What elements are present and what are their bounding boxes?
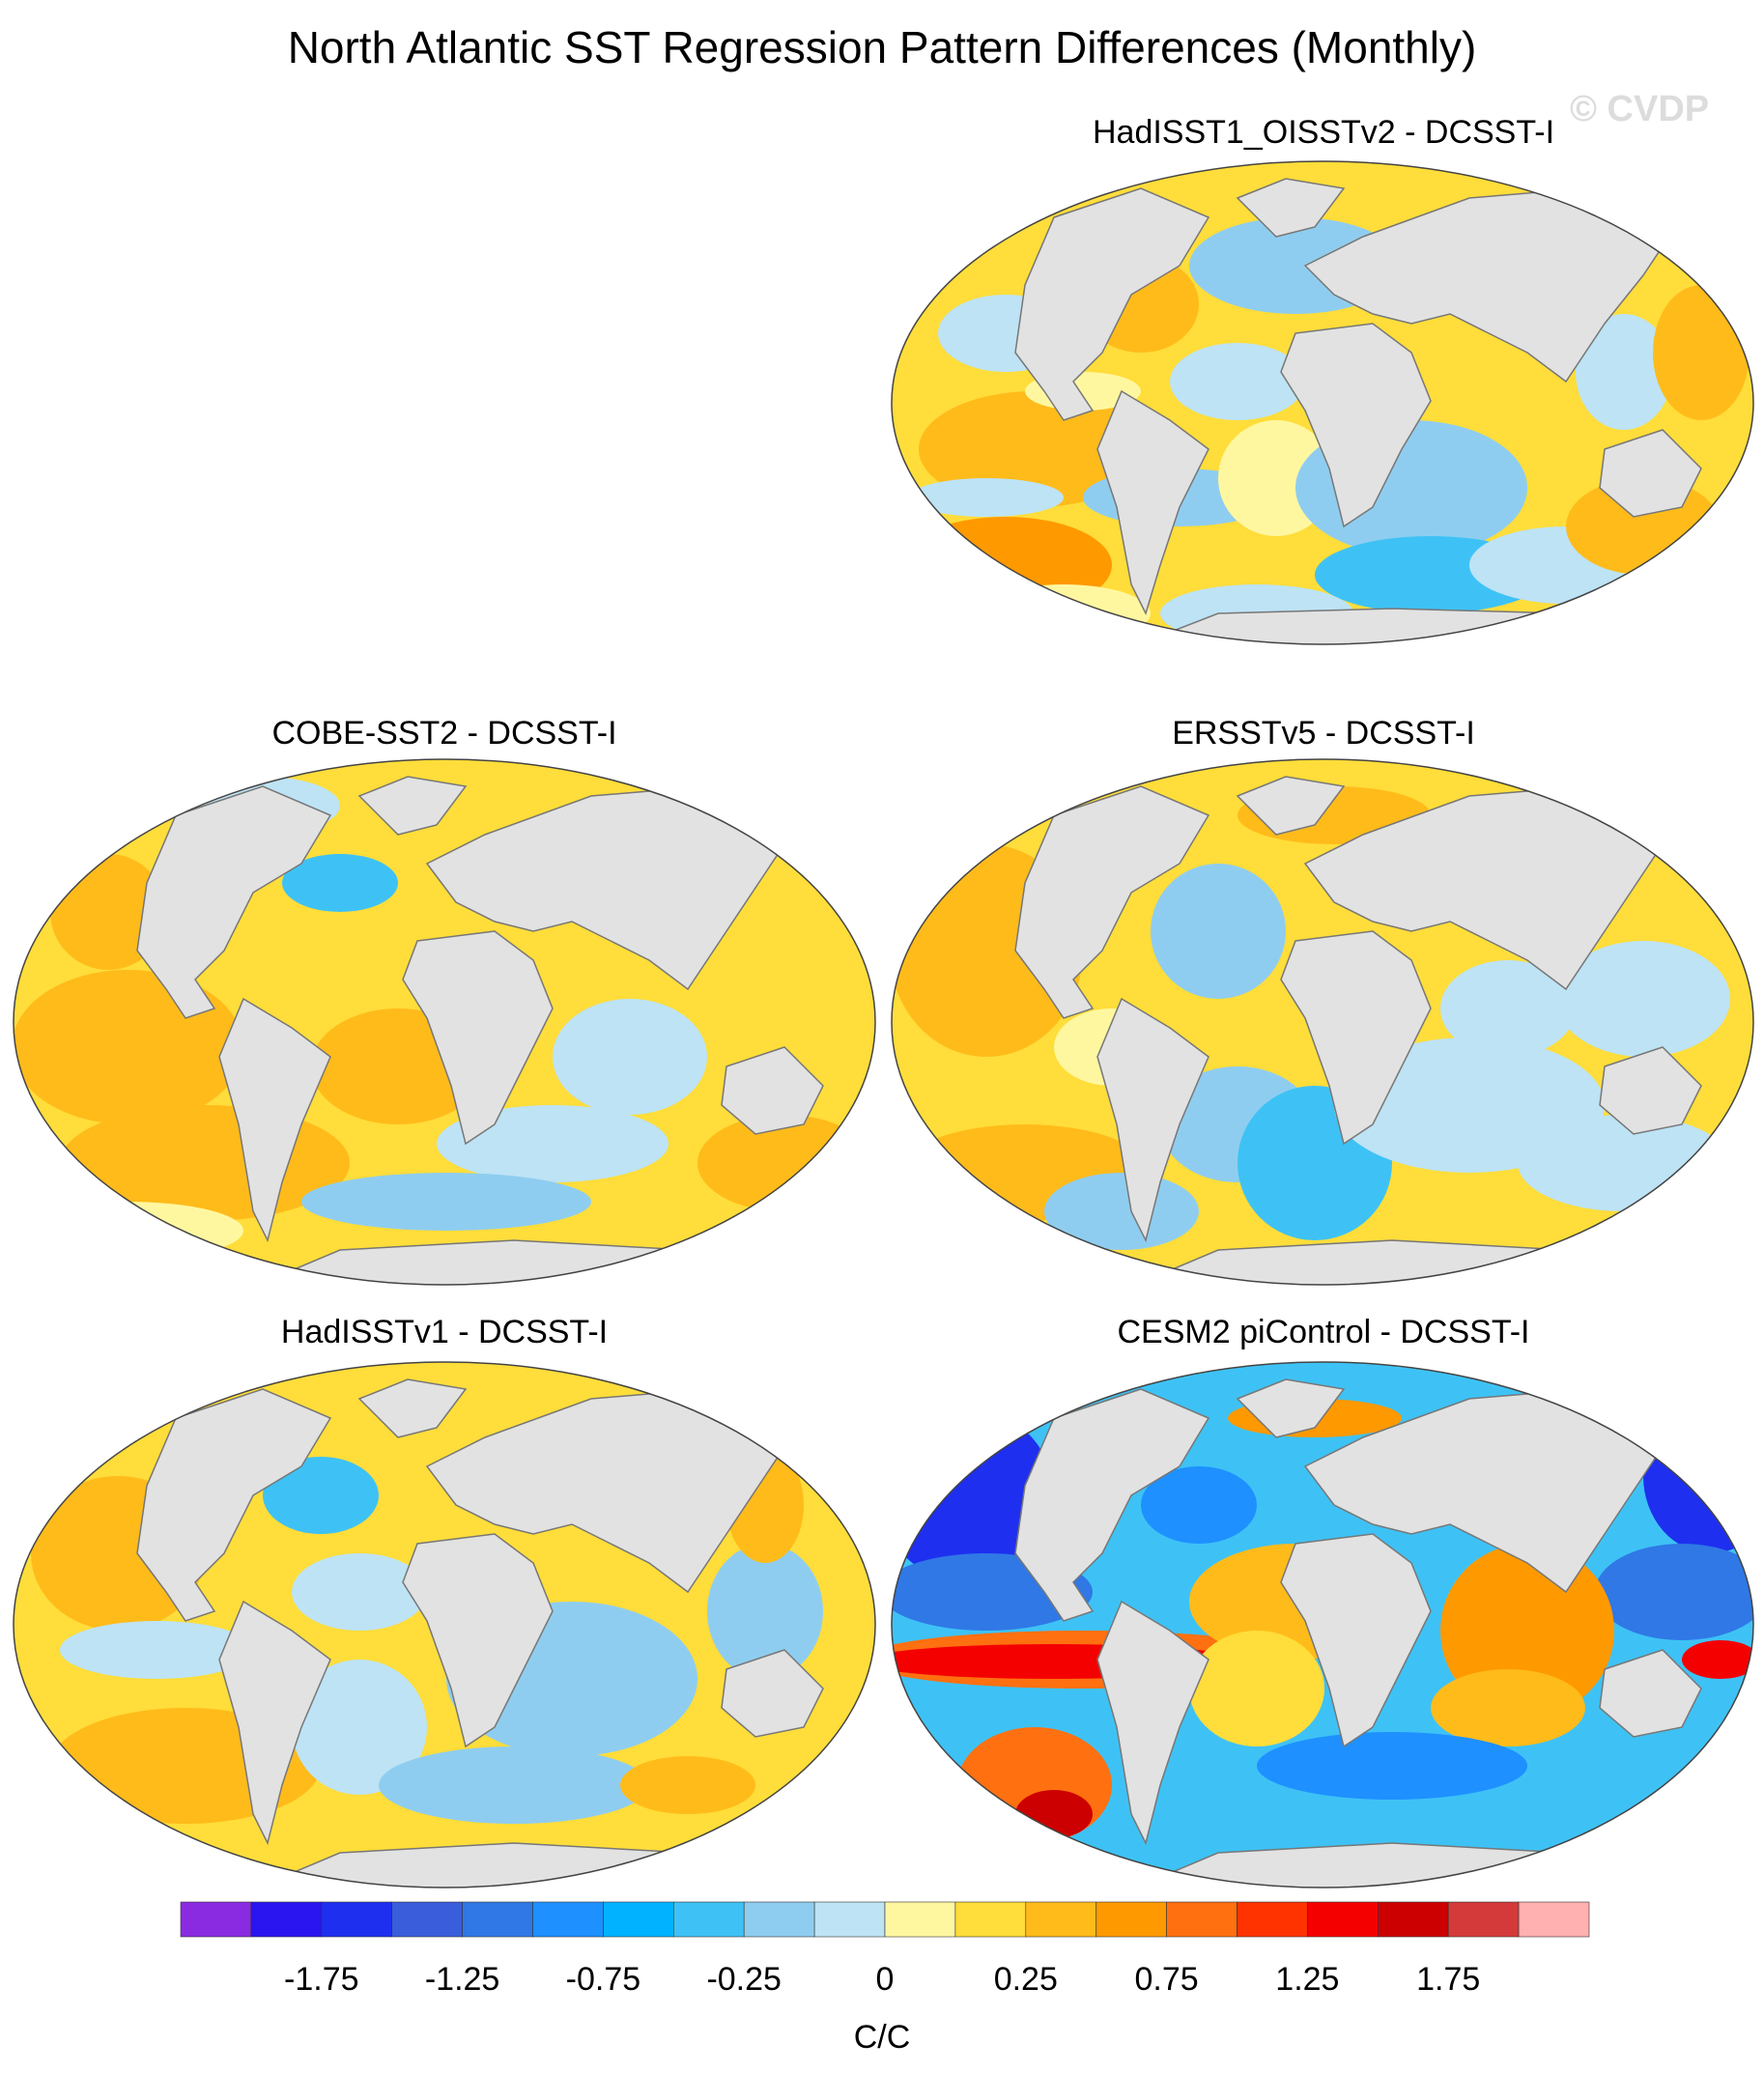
panel-title-cesm2-picontrol: CESM2 piControl - DCSST-I [1117, 1314, 1530, 1350]
colorbar-tick-label: -1.25 [424, 1961, 500, 1998]
colorbar-units-label: C/C [853, 2019, 911, 2056]
colorbar-box-14 [1166, 1901, 1238, 1938]
colorbar-tick-label: 0.25 [993, 1961, 1058, 1998]
colorbar-box-18 [1447, 1901, 1520, 1938]
colorbar-box-9 [813, 1901, 886, 1938]
colorbar-box-5 [532, 1901, 604, 1938]
colorbar-box-13 [1095, 1901, 1167, 1938]
panel-title-hadisst1-oisstv2: HadISST1_OISSTv2 - DCSST-I [1092, 114, 1555, 151]
colorbar-tick-label: 1.75 [1416, 1961, 1481, 1998]
colorbar-tick-label: 1.25 [1275, 1961, 1340, 1998]
colorbar-box-10 [884, 1901, 956, 1938]
colorbar-tick-label: -0.75 [565, 1961, 641, 1998]
figure-title: North Atlantic SST Regression Pattern Di… [287, 22, 1477, 72]
colorbar-box-1 [250, 1901, 323, 1938]
panel-title-cobe-sst2: COBE-SST2 - DCSST-I [271, 715, 617, 752]
colorbar-box-11 [954, 1901, 1027, 1938]
colorbar-box-7 [672, 1901, 745, 1938]
colorbar-box-2 [321, 1901, 393, 1938]
colorbar-tick-label: -1.75 [284, 1961, 359, 1998]
map-cesm2-picontrol [891, 1361, 1754, 1888]
colorbar-tick-label: 0.75 [1134, 1961, 1199, 1998]
colorbar-box-4 [462, 1901, 533, 1938]
colorbar-tick-label: 0 [875, 1961, 895, 1998]
panel-title-hadisstv1: HadISSTv1 - DCSST-I [280, 1314, 609, 1350]
colorbar-box-3 [391, 1901, 463, 1938]
colorbar-box-0 [180, 1901, 252, 1938]
colorbar-box-12 [1025, 1901, 1096, 1938]
colorbar-box-15 [1237, 1901, 1308, 1938]
panel-title-ersstv5: ERSSTv5 - DCSST-I [1172, 715, 1475, 752]
watermark: © CVDP [1570, 89, 1710, 129]
colorbar-tick-label: -0.25 [706, 1961, 782, 1998]
colorbar-box-17 [1378, 1901, 1449, 1938]
map-hadisstv1 [13, 1361, 876, 1888]
colorbar-box-8 [743, 1901, 815, 1938]
colorbar-box-19 [1518, 1901, 1590, 1938]
colorbar [180, 1901, 1590, 1938]
map-hadisst1-oisstv2 [891, 160, 1754, 645]
map-ersstv5 [891, 758, 1754, 1286]
colorbar-box-16 [1307, 1901, 1379, 1938]
colorbar-box-6 [603, 1901, 674, 1938]
map-cobe-sst2 [13, 758, 876, 1286]
